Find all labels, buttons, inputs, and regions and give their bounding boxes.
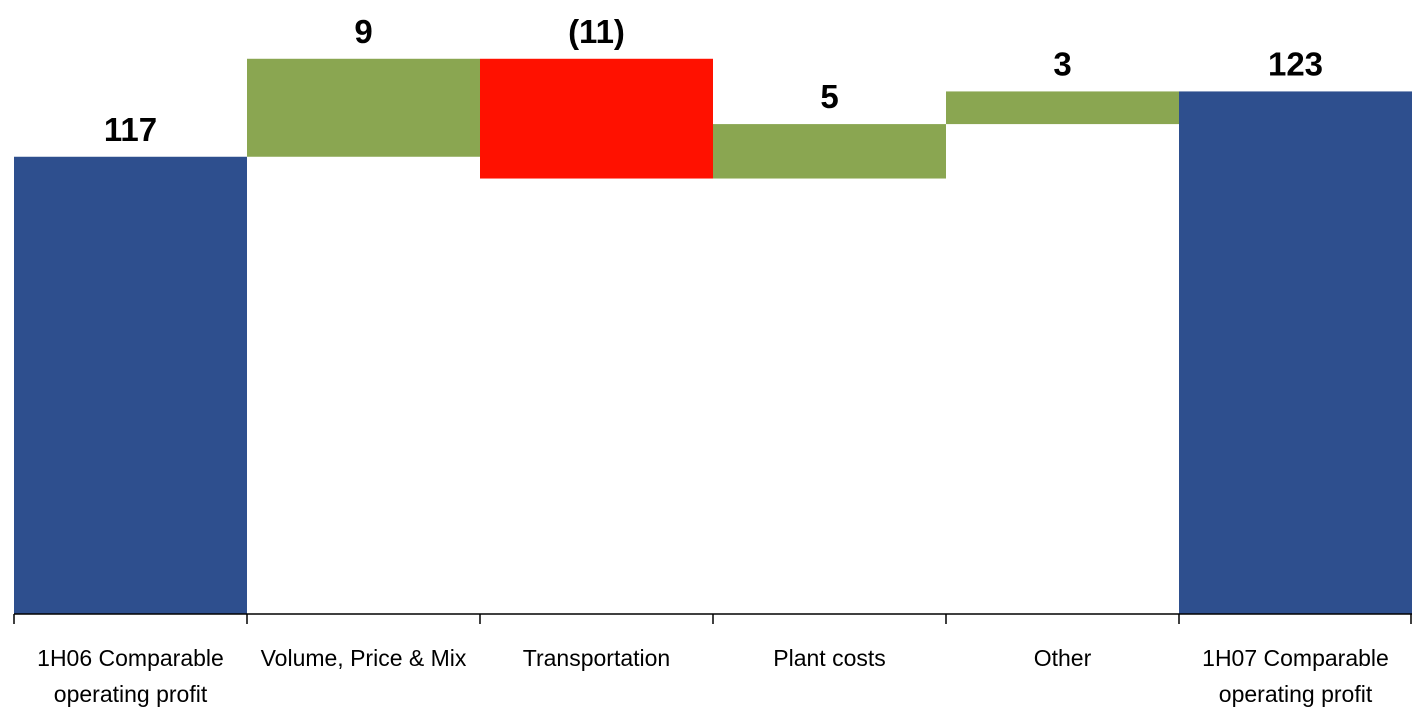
bar (1179, 91, 1412, 614)
value-label: (11) (568, 13, 625, 50)
bar (480, 58, 713, 179)
value-label: 3 (1053, 45, 1071, 82)
value-label: 117 (104, 111, 157, 148)
value-label: 5 (820, 78, 838, 115)
x-tick-label: Plant costs (773, 645, 886, 671)
x-tick-label: Transportation (522, 645, 671, 671)
bar (713, 124, 946, 179)
value-label: 123 (1268, 45, 1323, 82)
value-label: 9 (354, 13, 372, 50)
x-tick-label: Other (1033, 645, 1092, 671)
bar (14, 156, 247, 615)
bar (247, 58, 480, 157)
x-tick-label: 1H06 Comparable operating profit (37, 645, 224, 707)
bar (946, 91, 1179, 125)
x-tick-label: 1H07 Comparable operating profit (1202, 645, 1389, 707)
x-tick-label: Volume, Price & Mix (260, 645, 467, 671)
